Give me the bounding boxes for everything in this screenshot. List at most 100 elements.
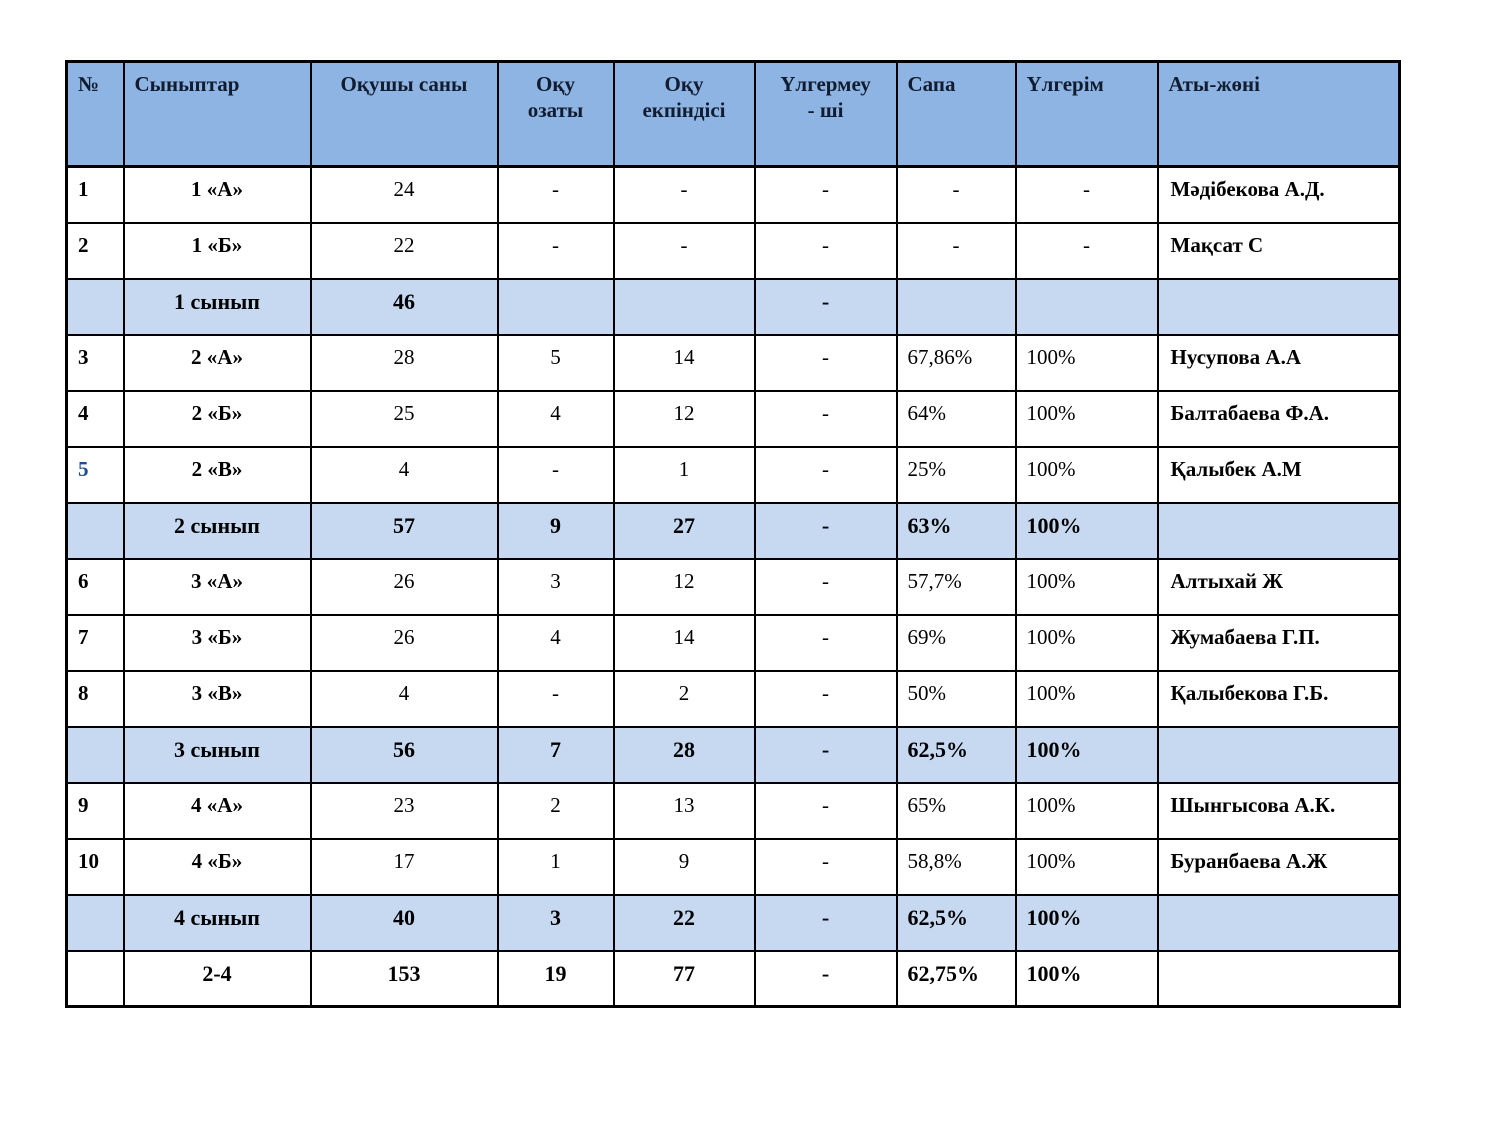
cell-num: 5 [65,445,125,504]
cell-excellent: 5 [496,333,615,392]
column-header-num: № [65,60,125,168]
cell-quality: - [895,165,1017,224]
cell-class: 3 сынып [122,725,312,784]
cell-class: 3 «В» [122,669,312,728]
cell-excellent: 4 [496,389,615,448]
cell-class: 4 «А» [122,781,312,840]
column-header-class: Сыныптар [122,60,312,168]
cell-performance: 100% [1014,613,1159,672]
cell-num [65,725,125,784]
cell-excellent: - [496,445,615,504]
cell-quality: - [895,221,1017,280]
cell-failing: - [753,221,898,280]
cell-class: 1 «Б» [122,221,312,280]
column-header-quality: Сапа [895,60,1017,168]
cell-excellent: 3 [496,557,615,616]
cell-students: 46 [309,277,499,336]
cell-quality: 63% [895,501,1017,560]
cell-failing: - [753,277,898,336]
cell-class: 4 «Б» [122,837,312,896]
cell-quality: 25% [895,445,1017,504]
cell-students: 23 [309,781,499,840]
summary-row: 1 сынып 46 - [65,277,1401,336]
cell-students: 153 [309,949,499,1008]
results-table: № Сыныптар Оқушы саны Оқу озаты Оқу екпіндіс… [65,60,1401,1008]
cell-excellent: 3 [496,893,615,952]
cell-class: 2 «В» [122,445,312,504]
summary-row: 2 сынып 57 9 27-63% 100% [65,501,1401,560]
cell-students: 24 [309,165,499,224]
cell-students: 17 [309,837,499,896]
column-header-failing: Үлгермеу - ші [753,60,898,168]
cell-good: 12 [612,557,756,616]
cell-performance: 100% [1014,445,1159,504]
cell-num [65,277,125,336]
cell-num: 6 [65,557,125,616]
cell-excellent: 4 [496,613,615,672]
cell-class: 4 сынып [122,893,312,952]
cell-students: 22 [309,221,499,280]
cell-failing: - [753,781,898,840]
cell-teacher: Шынгысова А.К. [1156,781,1401,840]
cell-good: 1 [612,445,756,504]
cell-class: 3 «Б» [122,613,312,672]
cell-students: 4 [309,669,499,728]
cell-good: 28 [612,725,756,784]
cell-teacher: Буранбаева А.Ж [1156,837,1401,896]
cell-failing: - [753,949,898,1008]
cell-performance: 100% [1014,949,1159,1008]
cell-performance: 100% [1014,333,1159,392]
cell-failing: - [753,613,898,672]
cell-quality: 62,75% [895,949,1017,1008]
cell-excellent: - [496,165,615,224]
cell-good [612,277,756,336]
header-row: № Сыныптар Оқушы саны Оқу озаты Оқу екпіндіс… [65,60,1401,168]
cell-good: 12 [612,389,756,448]
column-header-teacher: Аты-жөні [1156,60,1401,168]
cell-students: 26 [309,557,499,616]
cell-class: 2 «А» [122,333,312,392]
cell-good: 14 [612,333,756,392]
cell-teacher: Қалыбек А.М [1156,445,1401,504]
cell-performance: 100% [1014,837,1159,896]
cell-num: 4 [65,389,125,448]
cell-teacher [1156,277,1401,336]
cell-performance: - [1014,165,1159,224]
cell-quality: 67,86% [895,333,1017,392]
cell-quality: 62,5% [895,893,1017,952]
cell-good: - [612,221,756,280]
summary-row: 4 сынып 40 3 22-62,5% 100% [65,893,1401,952]
cell-teacher [1156,501,1401,560]
cell-failing: - [753,557,898,616]
cell-good: - [612,165,756,224]
cell-num: 3 [65,333,125,392]
cell-quality: 69% [895,613,1017,672]
cell-excellent: - [496,221,615,280]
cell-failing: - [753,669,898,728]
cell-good: 9 [612,837,756,896]
cell-class: 2-4 [122,949,312,1008]
table-row: 10 4 «Б» 17 1 9-58,8% 100% Буранбаева А.Ж [65,837,1401,896]
cell-excellent [496,277,615,336]
cell-performance: 100% [1014,725,1159,784]
cell-performance [1014,277,1159,336]
cell-good: 14 [612,613,756,672]
cell-failing: - [753,893,898,952]
cell-students: 25 [309,389,499,448]
cell-class: 1 сынып [122,277,312,336]
cell-class: 3 «А» [122,557,312,616]
cell-teacher [1156,725,1401,784]
cell-students: 26 [309,613,499,672]
cell-performance: 100% [1014,781,1159,840]
total-row: 2-4 153 19 77-62,75% 100% [65,949,1401,1008]
cell-performance: 100% [1014,669,1159,728]
cell-students: 28 [309,333,499,392]
column-header-students: Оқушы саны [309,60,499,168]
cell-excellent: - [496,669,615,728]
cell-performance: 100% [1014,557,1159,616]
cell-teacher: Мақсат С [1156,221,1401,280]
